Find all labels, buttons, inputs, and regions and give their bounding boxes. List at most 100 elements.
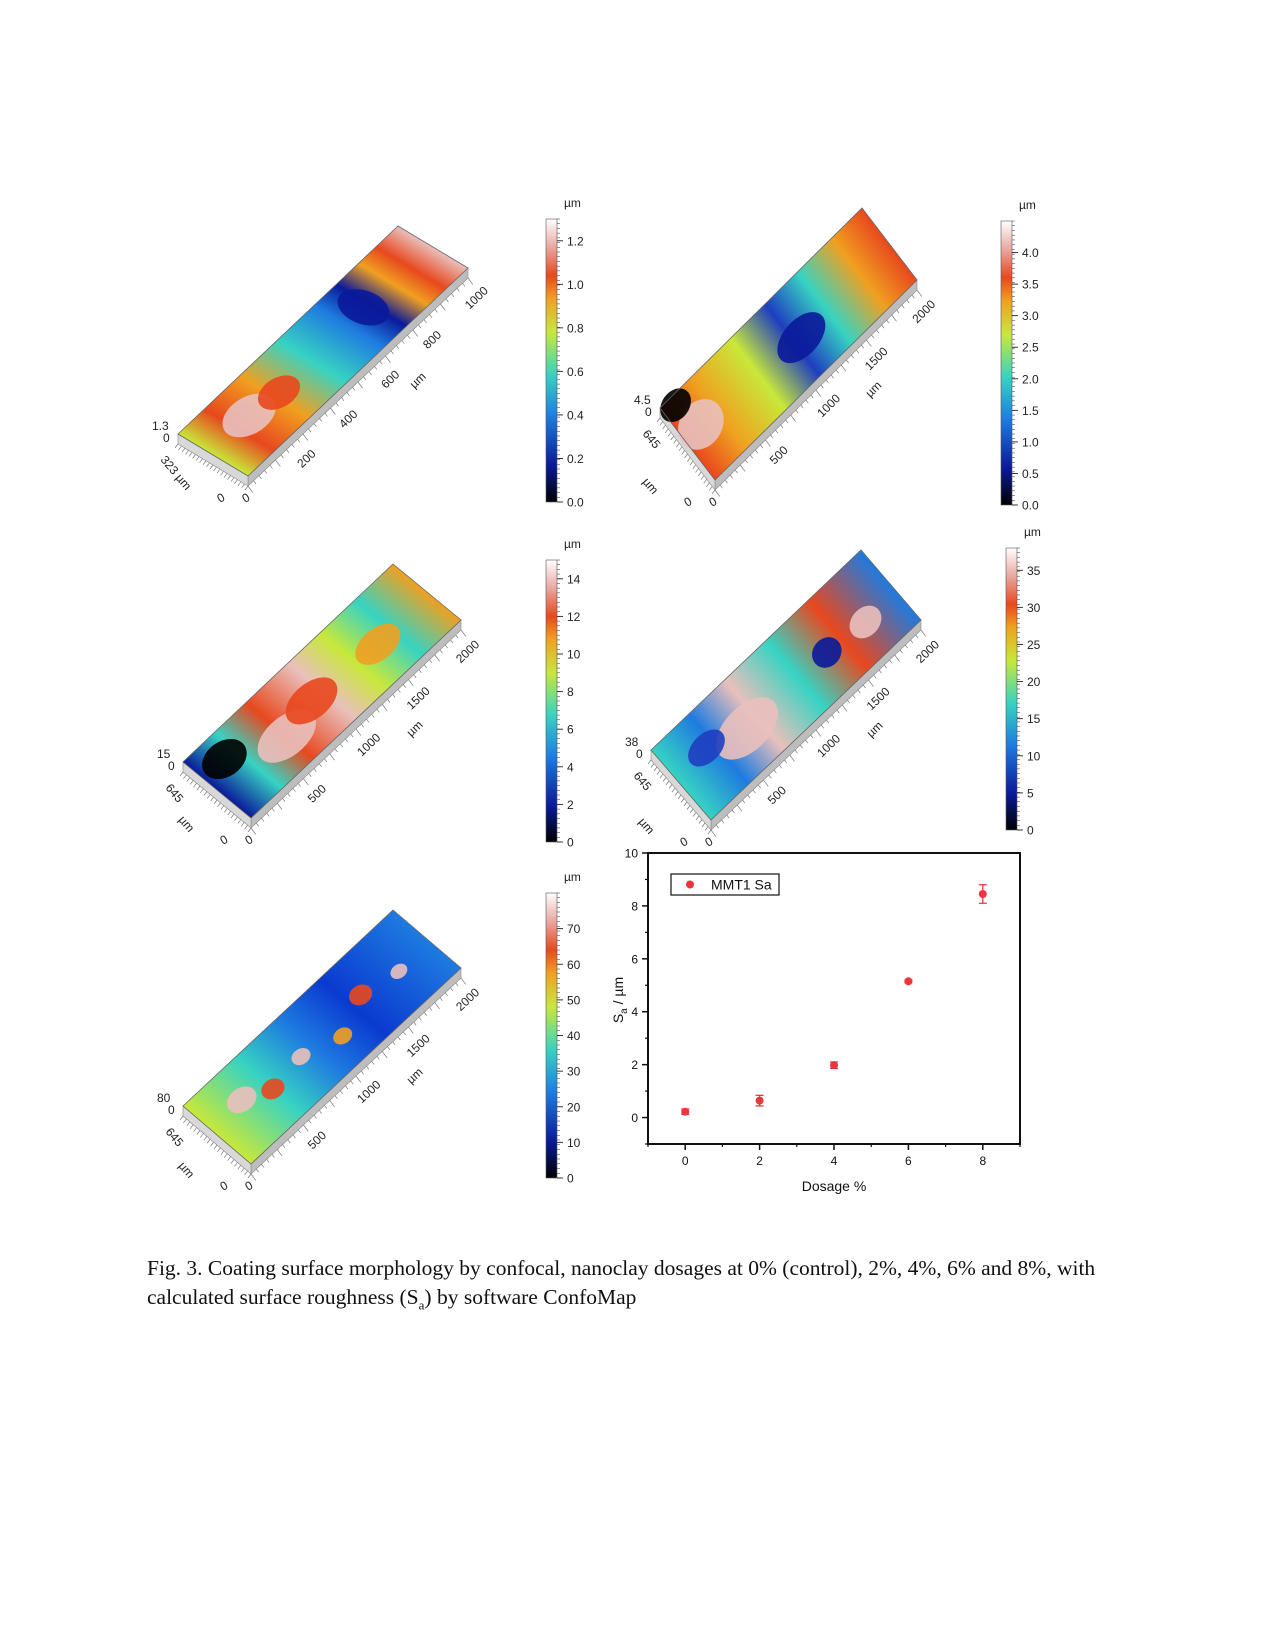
x-tick-label: 0 [682, 1154, 689, 1168]
surface-outline [177, 225, 469, 477]
length-axis-tick [247, 485, 254, 493]
length-axis-tick [376, 1056, 380, 1060]
length-tick-label: 500 [765, 783, 789, 807]
length-axis-tick [297, 438, 301, 443]
length-axis-tick [878, 669, 882, 674]
length-axis-tick [752, 789, 756, 794]
length-axis-tick [805, 399, 809, 404]
width-extent-label: 323 [158, 453, 182, 478]
length-axis-tick [352, 386, 356, 391]
length-axis-tick [450, 987, 454, 992]
length-axis-tick [345, 1085, 349, 1090]
length-axis-tick [883, 664, 887, 669]
width-axis-tick [678, 446, 683, 452]
length-axis-tick [345, 738, 349, 743]
length-axis-tick [286, 449, 290, 454]
length-axis-tick [324, 758, 328, 763]
height-zero-label: 0 [168, 1103, 175, 1117]
length-axis-tick [815, 389, 822, 397]
length-axis-tick [324, 1105, 328, 1109]
length-axis-tick [715, 824, 719, 829]
width-axis-tick [664, 428, 669, 434]
length-axis-tick [292, 1134, 296, 1139]
y-tick-label: 0 [631, 1111, 638, 1125]
length-axis-tick [318, 763, 322, 768]
length-axis-tick [385, 355, 391, 363]
width-axis-tick [196, 1130, 201, 1135]
length-axis-tick [724, 479, 728, 484]
width-axis-tick [213, 1144, 218, 1150]
colorbar-tick-label: 1.5 [1022, 404, 1039, 418]
width-axis-tick [220, 1150, 225, 1156]
colorbar-tick-label: 70 [567, 922, 581, 936]
x-tick-label: 6 [905, 1154, 912, 1168]
length-axis-tick [276, 803, 283, 810]
length-tick-label: 2000 [453, 985, 482, 1014]
width-axis-tick [227, 810, 231, 816]
colorbar-unit: µm [564, 537, 581, 551]
length-axis-tick [775, 429, 779, 434]
length-axis-tick [826, 719, 830, 724]
width-axis-tick [178, 445, 182, 451]
x-tick-label: 2 [756, 1154, 763, 1168]
length-axis-tick [866, 339, 872, 347]
length-axis-tick [339, 1090, 343, 1095]
length-axis-tick [830, 374, 834, 379]
width-axis-tick [698, 819, 703, 824]
length-axis-tick [413, 674, 417, 678]
length-axis-unit: µm [404, 1065, 426, 1087]
length-axis-tick [250, 827, 257, 835]
width-axis-tick [234, 479, 238, 484]
surface-feature [355, 623, 401, 665]
width-axis-tick [237, 819, 242, 824]
width-axis-tick [203, 791, 208, 796]
length-axis-tick [302, 433, 309, 441]
width-extent-label: 645 [163, 1125, 187, 1150]
width-axis-tick [174, 443, 179, 449]
length-axis-tick [376, 708, 380, 713]
length-axis-tick [287, 793, 291, 797]
length-axis-tick [794, 749, 798, 754]
y-tick-label: 10 [625, 847, 639, 861]
width-axis-tick [653, 766, 658, 772]
length-axis-tick [789, 754, 795, 762]
length-axis-tick [451, 293, 455, 298]
width-axis-tick [247, 1173, 252, 1179]
length-axis-tick [360, 1070, 364, 1075]
length-axis-tick [271, 1154, 275, 1158]
length-axis-tick [313, 1114, 317, 1119]
length-axis-tick [891, 314, 897, 322]
height-max-label: 38 [625, 735, 639, 749]
length-axis-tick [460, 977, 467, 985]
width-axis-tick [240, 1167, 245, 1173]
y-tick-label: 8 [631, 899, 638, 913]
length-axis-tick [334, 748, 338, 753]
colorbar-tick-label: 3.5 [1022, 278, 1039, 292]
length-axis-tick [381, 704, 388, 711]
length-axis-tick [418, 669, 422, 674]
height-zero-label: 0 [636, 747, 643, 761]
colorbar-tick-label: 20 [1027, 675, 1041, 689]
caption-text: Fig. 3. Coating surface morphology by co… [147, 1256, 1096, 1309]
length-axis-tick [770, 434, 774, 439]
colorbar-tick-label: 20 [567, 1100, 581, 1114]
length-axis-tick [899, 649, 903, 654]
x-axis-ticks: 0 2 4 6 8 [647, 1144, 1021, 1168]
width-axis-tick [206, 462, 210, 468]
length-axis-tick [350, 733, 354, 738]
surface-feature [812, 637, 842, 668]
surface-feature [333, 1027, 353, 1045]
length-axis-tick [868, 679, 874, 687]
width-axis-tick [673, 439, 677, 444]
length-axis-tick [444, 992, 448, 997]
surface-feature [688, 729, 725, 767]
width-axis-tick [686, 457, 691, 462]
width-extent-label: 645 [163, 781, 187, 806]
surface-feature [337, 289, 390, 326]
surface-map-0pct: 2004006008001000µm00323µm1.30µm0.00.20.4… [152, 196, 584, 510]
colorbar-tick-label: 0.0 [1022, 499, 1039, 513]
width-axis-tick [179, 1115, 184, 1121]
colorbar-tick-label: 15 [1027, 712, 1041, 726]
y-axis-ticks: 0 2 4 6 8 10 [625, 847, 648, 1145]
length-axis-tick [402, 684, 406, 688]
